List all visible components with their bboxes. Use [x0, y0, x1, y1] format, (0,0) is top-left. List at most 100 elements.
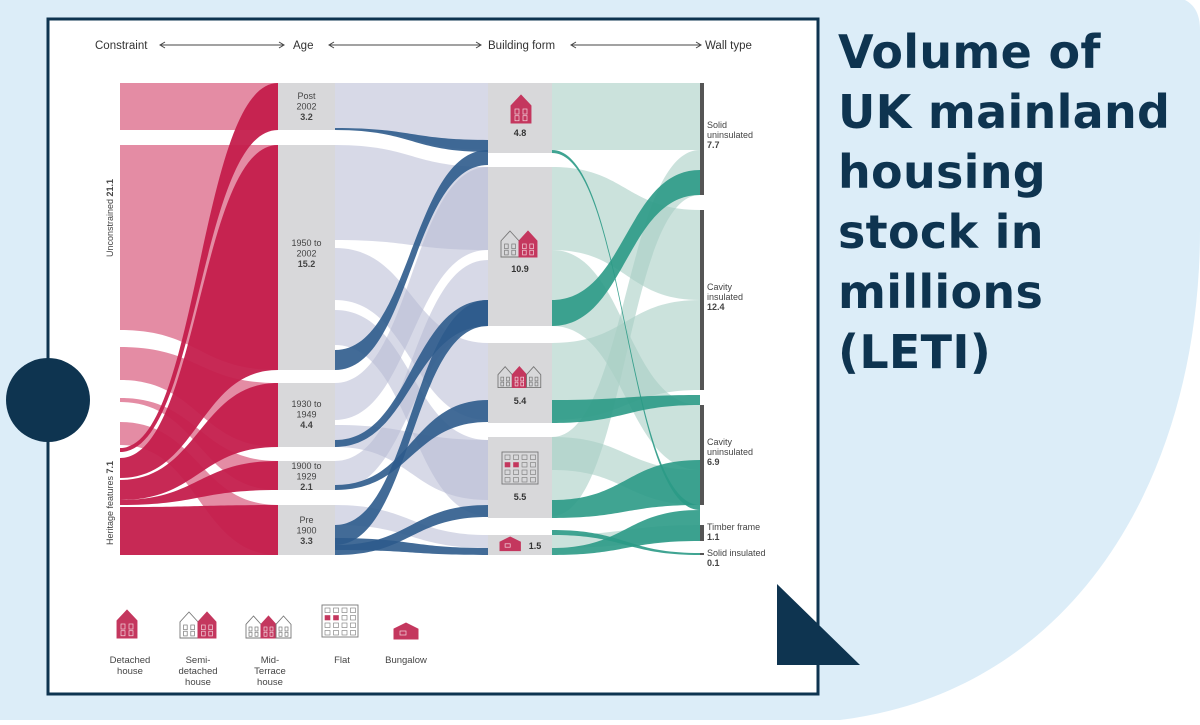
legend-item-terrace: Mid-Terrace house: [245, 615, 292, 688]
flow-age-to-building-form: [335, 167, 488, 420]
constraint-label-unconstrained: Unconstrained 21.1: [105, 179, 115, 257]
age-label-y1930_1949-line: 1949: [296, 410, 316, 420]
age-label-y1930_1949: 1930 to 1949 4.4: [291, 399, 321, 430]
flat-window-icon: [341, 615, 348, 621]
constraint-name: Heritage features: [105, 473, 115, 545]
legend-label-line: detached: [178, 666, 217, 677]
flat-window-icon: [521, 477, 528, 483]
wall-type-label-solid_uninsulated-line: 7.7: [707, 140, 720, 150]
age-node: [278, 461, 335, 490]
wall-type-node: [700, 405, 704, 505]
flat-window-icon: [521, 454, 528, 460]
building-form-terrace: 5.4: [497, 366, 542, 406]
window-icon: [506, 381, 510, 387]
flow-heritage-form-to-wall-type: [552, 530, 700, 555]
building-form-value: 5.5: [514, 492, 527, 502]
window-icon: [263, 631, 268, 637]
flow-heritage-form-to-wall-type: [552, 510, 700, 555]
legend-label: Detached house: [110, 655, 151, 677]
headline-line: housing: [838, 145, 1047, 199]
headline-line: UK mainland: [838, 85, 1171, 139]
window-icon: [248, 626, 253, 632]
window-icon: [528, 381, 533, 387]
legend-label-line: house: [257, 677, 283, 688]
age-node: [278, 505, 335, 555]
age-node: [278, 383, 335, 447]
flat-window-icon: [530, 469, 536, 475]
age-label-post2002-line: Post: [297, 91, 316, 101]
flow-heritage-age-to-building-form: [335, 400, 488, 490]
building-form-value: 1.5: [529, 541, 542, 551]
age-label-pre1900-line: Pre: [299, 515, 313, 525]
flow-form-to-wall-type: [552, 83, 700, 150]
wall-type-label-cavity_uninsulated-line: uninsulated: [707, 447, 753, 457]
legend-label-line: Mid-: [261, 655, 279, 666]
window-icon: [500, 381, 505, 387]
flat-window-icon: [350, 622, 356, 628]
window-icon: [208, 624, 213, 631]
legend-label-line: Flat: [334, 655, 350, 666]
building-form-value: 4.8: [514, 128, 527, 138]
stage-header: Constraint Age Building form Wall type: [95, 40, 752, 52]
age-label-y1950_2002-line: 15.2: [298, 259, 316, 269]
legend-label-line: Bungalow: [385, 655, 427, 666]
age-label-y1950_2002-line: 1950 to: [291, 238, 321, 248]
flow-heritage-age-to-building-form: [335, 150, 488, 370]
flow-heritage-form-to-wall-type: [552, 150, 700, 510]
stage-label-wall-type: Wall type: [705, 40, 752, 52]
flat-window-icon: [341, 607, 348, 613]
window-icon: [522, 243, 527, 250]
flow-heritage-to-age: [120, 461, 278, 505]
window-icon: [504, 543, 511, 548]
age-label-y1900_1929-line: 2.1: [300, 482, 313, 492]
flow-heritage-age-to-building-form: [335, 300, 488, 545]
wall-type-label-solid_uninsulated-line: uninsulated: [707, 130, 753, 140]
window-icon: [528, 376, 533, 382]
window-icon: [248, 631, 253, 637]
window-icon: [534, 376, 539, 382]
building-form-node: [488, 437, 552, 518]
legend-label-line: house: [185, 677, 211, 688]
constraint-value: 21.1: [105, 179, 115, 197]
age-label-y1950_2002: 1950 to 2002 15.2: [291, 238, 321, 269]
flat-window-icon: [341, 622, 348, 628]
window-icon: [514, 115, 520, 122]
legend-label-line: Semi-: [186, 655, 211, 666]
flow-form-to-wall-type: [552, 167, 700, 300]
flat-window-icon: [324, 622, 331, 628]
wall-type-label-cavity_insulated-line: Cavity: [707, 282, 733, 292]
age-label-post2002: Post 2002 3.2: [296, 91, 316, 122]
stage-label-age: Age: [293, 40, 313, 52]
flow-heritage-form-to-wall-type: [552, 170, 700, 326]
wall-type-label-cavity_uninsulated: Cavity uninsulated 6.9: [707, 437, 753, 467]
stage-label-constraint: Constraint: [95, 40, 148, 52]
flow-form-to-wall-type: [552, 300, 700, 420]
legend-label-line: Terrace: [254, 666, 286, 677]
wall-type-label-cavity_insulated-line: 12.4: [707, 302, 725, 312]
wall-type-label-solid_uninsulated-line: Solid: [707, 120, 727, 130]
flow-heritage-form-to-wall-type: [552, 395, 700, 423]
flat-window-icon: [504, 477, 511, 483]
headline-line: (LETI): [838, 325, 992, 379]
building-form-bungalow: 1.5: [499, 536, 542, 552]
flow-heritage-age-to-building-form: [335, 128, 488, 152]
window-icon: [128, 630, 134, 637]
window-icon: [208, 630, 213, 637]
window-icon: [514, 376, 519, 382]
legend-label-line: house: [117, 666, 143, 677]
flat-window-icon: [333, 615, 339, 621]
wall-type-label-cavity_uninsulated-line: Cavity: [707, 437, 733, 447]
window-icon: [529, 243, 534, 250]
legend-item-detached: Detached house: [110, 609, 151, 677]
wall-type-label-cavity_uninsulated-line: 6.9: [707, 457, 720, 467]
window-icon: [201, 624, 206, 631]
age-label-y1950_2002-line: 2002: [296, 249, 316, 259]
window-icon: [500, 376, 505, 382]
flow-heritage-to-age: [120, 505, 278, 555]
wall-type-label-solid_insulated-line: Solid insulated: [707, 548, 766, 558]
window-icon: [506, 376, 510, 382]
window-icon: [522, 115, 528, 122]
legend-label: Mid-Terrace house: [254, 655, 286, 688]
flow-heritage-to-age: [120, 83, 278, 452]
wall-type-label-timber_frame-line: 1.1: [707, 532, 720, 542]
